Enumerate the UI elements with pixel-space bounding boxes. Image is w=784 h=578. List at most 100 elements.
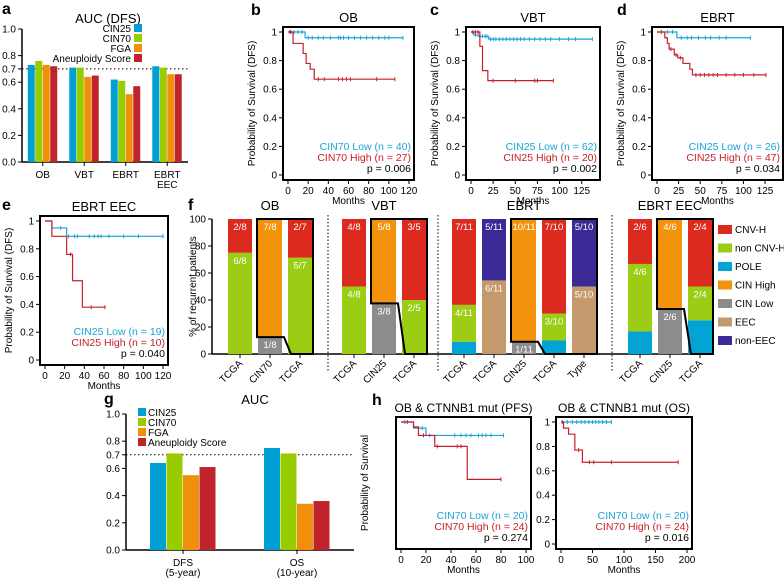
y-tick-label: 0 xyxy=(271,171,277,182)
legend-swatch xyxy=(134,44,142,52)
y-tick-label: 0.6 xyxy=(106,464,120,475)
x-tick-label: 40 xyxy=(79,371,91,382)
x-tick-label: 60 xyxy=(98,371,110,382)
bar-aneuploidy-score xyxy=(133,86,141,162)
comparison-box xyxy=(256,218,314,355)
y-tick-label: 0.4 xyxy=(446,113,460,124)
x-tick-label: EBRT xyxy=(113,170,140,181)
y-tick-label: 0.8 xyxy=(536,442,550,453)
bar-cin25 xyxy=(69,67,77,162)
x-tick-label: 40 xyxy=(445,555,457,566)
x-tick-label: 50 xyxy=(510,186,522,197)
y-tick-label: 0 xyxy=(544,540,550,551)
chart-title: EBRT xyxy=(700,10,734,25)
bar-segment-noneec xyxy=(482,219,506,281)
x-tick-label: TCGA xyxy=(332,358,360,386)
segment-label: 2/6 xyxy=(663,312,676,323)
x-tick-label: 25 xyxy=(673,186,685,197)
survival-curve-high xyxy=(401,421,501,480)
x-tick-label: CIN70 xyxy=(247,358,275,386)
chart-g: g AUC 0.0 0.2 0.4 0.6 0.7 0.8 1.0 DFS(5-year) OS(1… xyxy=(104,391,354,578)
bar-cin70 xyxy=(118,80,126,162)
segment-label: 2/8 xyxy=(233,222,246,233)
legend-label: Aneuploidy Score xyxy=(148,438,227,449)
bar-cin70 xyxy=(280,453,297,550)
segment-label: 4/11 xyxy=(455,308,473,319)
x-axis-label: Months xyxy=(608,565,641,576)
survival-curve-low xyxy=(401,421,504,437)
y-tick-label: 1 xyxy=(271,28,277,39)
bar-cin25 xyxy=(264,448,280,550)
bar-segment-pole xyxy=(542,340,566,354)
legend-label: CIN Low xyxy=(735,299,774,310)
bar-cin25 xyxy=(27,64,35,162)
chart-title: AUC (DFS) xyxy=(75,11,141,26)
x-tick-label: OS xyxy=(290,558,305,569)
survival-curve-low xyxy=(288,31,403,39)
bar-segment-noncnvh xyxy=(452,304,476,342)
segment-label: 6/8 xyxy=(233,256,246,267)
segment-label: 5/8 xyxy=(377,222,390,233)
p-value: p = 0.016 xyxy=(645,532,689,544)
legend-low: CIN70 Low (n = 40) xyxy=(320,141,411,153)
survival-curve-low xyxy=(471,31,593,40)
segment-label: 2/5 xyxy=(407,303,420,314)
bar-segment-cinlow xyxy=(658,309,682,354)
x-tick-label: Type xyxy=(566,358,589,381)
y-tick-label: 20 xyxy=(195,323,207,334)
segment-label: 4/6 xyxy=(633,267,646,278)
bar-segment-noncnvh xyxy=(288,257,312,354)
y-tick-label: 0.7 xyxy=(2,64,16,75)
y-axis-label: Probability of Survival (DFS) xyxy=(4,228,15,354)
legend-label: FGA xyxy=(148,428,169,439)
segment-label: 5/7 xyxy=(293,261,306,272)
x-tick-label: 0 xyxy=(42,371,48,382)
y-tick-label: 0.2 xyxy=(2,131,16,142)
y-tick-label: 0.7 xyxy=(106,450,120,461)
legend-swatch-pole xyxy=(718,262,732,271)
segment-label: 2/4 xyxy=(693,222,706,233)
legend-label: non CNV-H xyxy=(735,244,784,255)
x-tick-label: 80 xyxy=(495,555,507,566)
y-axis-label: Probability of Survival xyxy=(360,435,371,531)
segment-label: 4/8 xyxy=(347,222,360,233)
x-tick-label: 100 xyxy=(135,371,152,382)
panel-label: a xyxy=(2,1,11,18)
survival-curve-high xyxy=(288,31,395,80)
legend-swatch-cinlow xyxy=(718,299,732,308)
x-axis-label: Months xyxy=(447,565,480,576)
x-tick-label: TCGA xyxy=(218,358,246,386)
segment-label: 7/8 xyxy=(263,222,276,233)
x-tick-label: 0 xyxy=(285,186,291,197)
segment-label: 2/6 xyxy=(633,222,646,233)
x-tick-label: CIN25 xyxy=(501,358,529,386)
comparison-box xyxy=(370,218,428,355)
bar-segment-cnvh xyxy=(288,219,312,258)
x-tick-label: 125 xyxy=(757,186,774,197)
group-title: OB xyxy=(261,198,280,213)
y-tick-label: 0.6 xyxy=(2,78,16,89)
bar-segment-cnvh xyxy=(688,219,712,287)
bar-fga xyxy=(183,475,199,550)
bar-cin25 xyxy=(110,79,118,162)
y-tick-label: 0 xyxy=(200,350,206,361)
y-tick-label: 80 xyxy=(195,242,207,253)
y-tick-label: 0.4 xyxy=(536,491,550,502)
legend-swatch xyxy=(134,34,142,42)
y-axis-label: Probability of Survival (DFS) xyxy=(247,41,258,167)
panel-label: d xyxy=(617,2,627,19)
legend-high: CIN70 High (n = 24) xyxy=(595,521,689,533)
chart-title: OB xyxy=(339,10,358,25)
chart-title: VBT xyxy=(520,10,545,25)
y-tick-label: 0 xyxy=(28,356,34,367)
chart-a: a AUC (DFS) 0.0 0.2 0.4 0.6 0.7 0.8 1.0 OB VBT EBRT… xyxy=(2,1,188,191)
legend-swatch xyxy=(138,418,146,426)
legend-high: CIN70 High (n = 27) xyxy=(317,152,411,164)
plot-frame xyxy=(395,416,532,550)
segment-label: 7/10 xyxy=(545,222,564,233)
x-tick-label: 0 xyxy=(398,555,404,566)
y-tick-label: 0.6 xyxy=(446,85,460,96)
legend-label: Aneuploidy Score xyxy=(53,54,132,65)
x-tick-label: 100 xyxy=(551,186,568,197)
